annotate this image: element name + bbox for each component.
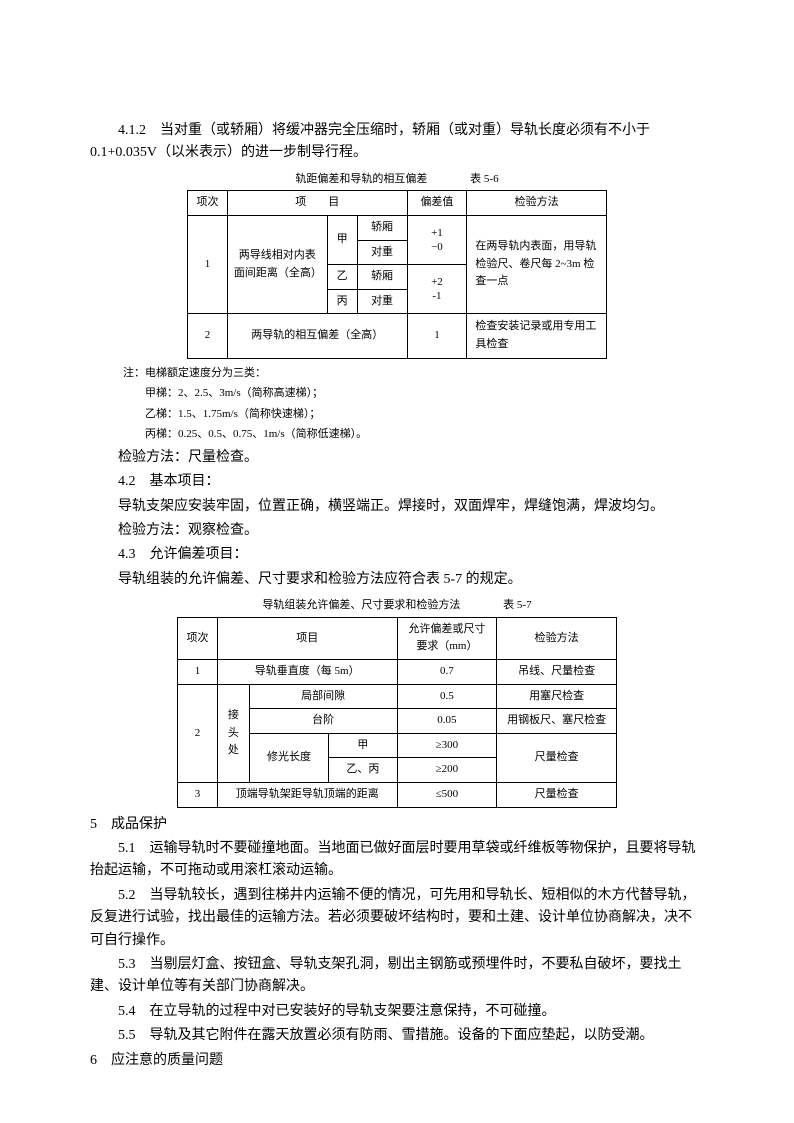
para-42-body: 导轨支架应安装牢固，位置正确，横竖端正。焊接时，双面焊牢，焊缝饱满，焊波均匀。 [90, 496, 704, 518]
cell-car: 轿厢 [357, 215, 407, 240]
cell: 局部间隙 [249, 684, 397, 709]
para-43-body: 导轨组装的允许偏差、尺寸要求和检验方法应符合表 5-7 的规定。 [90, 569, 704, 591]
cell-bing: 丙 [327, 289, 357, 314]
cell: 用塞尺检查 [497, 684, 617, 709]
cell: 顶端导轨架距导轨顶端的距离 [217, 783, 397, 808]
para-43: 4.3 允许偏差项目： [90, 544, 704, 566]
cell: 1 [178, 660, 218, 685]
table57-title: 导轨组装允许偏差、尺寸要求和检验方法 [262, 599, 460, 611]
cell: 0.5 [397, 684, 497, 709]
cell: 尺量检查 [497, 733, 617, 782]
cell-val2-b: -1 [432, 290, 441, 302]
para-52: 5.2 当导轨较长，遇到往梯井内运输不便的情况，可先用和导轨长、短相似的木方代替… [90, 885, 704, 952]
table-row: 1 导轨垂直度（每 5m） 0.7 吊线、尺量检查 [178, 660, 617, 685]
cell-val-a: +1 [431, 227, 443, 239]
section-5-title: 5 成品保护 [90, 814, 704, 836]
para-method2: 检验方法：观察检查。 [90, 520, 704, 542]
cell-val2-a: +2 [431, 276, 443, 288]
table-57: 项次 项目 允许偏差或尺寸要求（mm） 检验方法 1 导轨垂直度（每 5m） 0… [177, 617, 617, 808]
table56-label: 表 5-6 [470, 171, 498, 189]
cell: 甲 [329, 733, 397, 758]
th-dev: 偏差值 [407, 191, 467, 216]
para-42: 4.2 基本项目： [90, 471, 704, 493]
table56-title-row: 轨距偏差和导轨的相互偏差 表 5-6 [90, 171, 704, 189]
cell: 用钢板尺、塞尺检查 [497, 709, 617, 734]
cell: 0.7 [397, 660, 497, 685]
cell-cw: 对重 [357, 240, 407, 265]
note-3: 丙梯：0.25、0.5、0.75、1m/s（简称低速梯）。 [145, 426, 704, 444]
cell-jia: 甲 [327, 215, 357, 264]
para-54: 5.4 在立导轨的过程中对已安装好的导轨支架要注意保持，不可碰撞。 [90, 1001, 704, 1023]
cell-val3: 1 [407, 314, 467, 358]
cell: 台阶 [249, 709, 397, 734]
cell-method2: 检查安装记录或用专用工具检查 [467, 314, 607, 358]
cell-item2: 两导轨的相互偏差（全高） [227, 314, 407, 358]
cell-val: +1 −0 [407, 215, 467, 264]
table56-title: 轨距偏差和导轨的相互偏差 [295, 173, 427, 185]
th-idx: 项次 [188, 191, 228, 216]
cell: 2 [178, 684, 218, 782]
th-method: 检验方法 [497, 617, 617, 659]
table57-label: 表 5-7 [503, 597, 531, 615]
cell-val-b: −0 [431, 241, 443, 253]
th-idx: 项次 [178, 617, 218, 659]
para-412: 4.1.2 当对重（或轿厢）将缓冲器完全压缩时，轿厢（或对重）导轨长度必须有不小… [90, 120, 704, 165]
section-6-title: 6 应注意的质量问题 [90, 1050, 704, 1072]
cell: 乙、丙 [329, 758, 397, 783]
th-req: 允许偏差或尺寸要求（mm） [397, 617, 497, 659]
cell: 修光长度 [249, 733, 329, 782]
cell-car2: 轿厢 [357, 265, 407, 290]
cell: 尺量检查 [497, 783, 617, 808]
para-51: 5.1 运输导轨时不要碰撞地面。当地面已做好面层时要用草袋或纤维板等物保护，且要… [90, 838, 704, 883]
table-row: 2 接头处 局部间隙 0.5 用塞尺检查 [178, 684, 617, 709]
table-row: 项次 项 目 偏差值 检验方法 [188, 191, 607, 216]
table57-title-row: 导轨组装允许偏差、尺寸要求和检验方法 表 5-7 [90, 597, 704, 615]
table-row: 2 两导轨的相互偏差（全高） 1 检查安装记录或用专用工具检查 [188, 314, 607, 358]
note-1: 甲梯：2、2.5、3m/s（简称高速梯）； [145, 385, 704, 403]
cell-item: 两导线相对内表面间距离（全高） [227, 215, 327, 313]
cell: ≤500 [397, 783, 497, 808]
cell-cw2: 对重 [357, 289, 407, 314]
para-53: 5.3 当剔层灯盒、按钮盒、导轨支架孔洞，剔出主钢筋或预埋件时，不要私自破坏，要… [90, 954, 704, 999]
th-item: 项目 [217, 617, 397, 659]
cell: 导轨垂直度（每 5m） [217, 660, 397, 685]
cell-val2: +2 -1 [407, 265, 467, 314]
cell-yi: 乙 [327, 265, 357, 290]
note-2: 乙梯：1.5、1.75m/s（简称快速梯）； [145, 406, 704, 424]
cell: 接头处 [217, 684, 249, 782]
cell-idx: 1 [188, 215, 228, 313]
cell-method: 在两导轨内表面，用导轨检验尺、卷尺每 2~3m 检查一点 [467, 215, 607, 313]
table-row: 3 顶端导轨架距导轨顶端的距离 ≤500 尺量检查 [178, 783, 617, 808]
table-row: 1 两导线相对内表面间距离（全高） 甲 轿厢 +1 −0 在两导轨内表面，用导轨… [188, 215, 607, 240]
th-method: 检验方法 [467, 191, 607, 216]
cell: 3 [178, 783, 218, 808]
note-lead: 注：电梯额定速度分为三类： [123, 365, 704, 383]
cell-idx2: 2 [188, 314, 228, 358]
cell: ≥200 [397, 758, 497, 783]
table-row: 项次 项目 允许偏差或尺寸要求（mm） 检验方法 [178, 617, 617, 659]
cell: ≥300 [397, 733, 497, 758]
table-56: 项次 项 目 偏差值 检验方法 1 两导线相对内表面间距离（全高） 甲 轿厢 +… [187, 190, 607, 358]
th-item: 项 目 [227, 191, 407, 216]
cell: 0.05 [397, 709, 497, 734]
cell: 吊线、尺量检查 [497, 660, 617, 685]
para-55: 5.5 导轨及其它附件在露天放置必须有防雨、雪措施。设备的下面应垫起，以防受潮。 [90, 1025, 704, 1047]
para-method1: 检验方法：尺量检查。 [90, 447, 704, 469]
